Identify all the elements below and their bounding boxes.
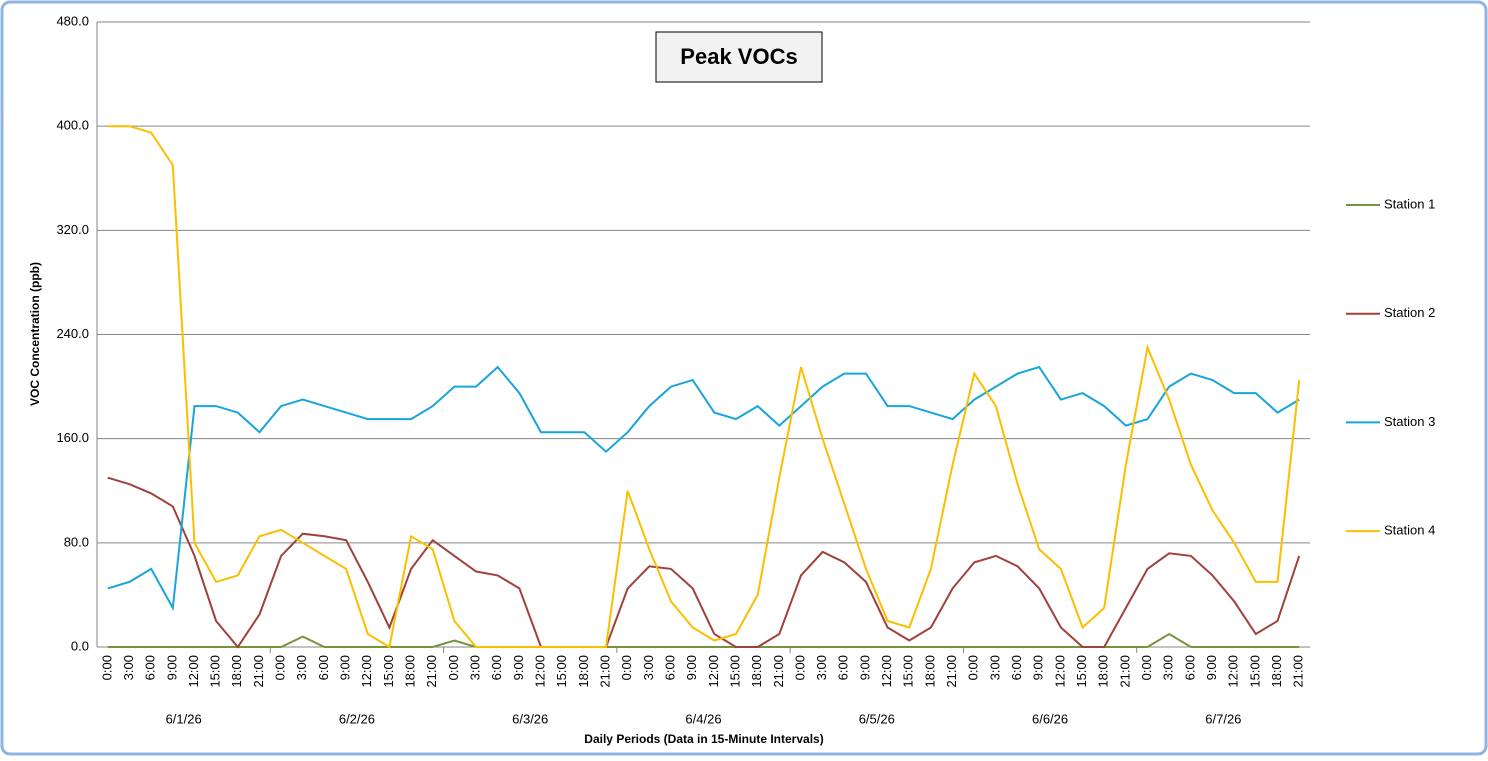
x-tick-label: 6:00 [1182, 655, 1197, 680]
x-tick-label: 12:00 [359, 655, 374, 688]
x-tick-label: 18:00 [1269, 655, 1284, 688]
legend-label: Station 4 [1384, 523, 1435, 538]
x-tick-label: 21:00 [944, 655, 959, 688]
x-tick-label: 18:00 [229, 655, 244, 688]
x-tick-label: 12:00 [186, 655, 201, 688]
x-tick-label: 3:00 [987, 655, 1002, 680]
x-tick-label: 9:00 [511, 655, 526, 680]
x-axis-title: Daily Periods (Data in 15-Minute Interva… [584, 732, 823, 746]
x-tick-label: 0:00 [619, 655, 634, 680]
x-tick-label: 15:00 [381, 655, 396, 688]
x-tick-label: 6:00 [836, 655, 851, 680]
x-tick-label: 15:00 [901, 655, 916, 688]
x-tick-label: 15:00 [727, 655, 742, 688]
x-tick-label: 0:00 [99, 655, 114, 680]
x-tick-label: 3:00 [641, 655, 656, 680]
x-tick-label: 12:00 [706, 655, 721, 688]
x-tick-label: 15:00 [554, 655, 569, 688]
legend-label: Station 2 [1384, 305, 1435, 320]
x-group-label: 6/1/26 [166, 711, 202, 726]
x-tick-label: 12:00 [879, 655, 894, 688]
x-tick-label: 15:00 [1074, 655, 1089, 688]
x-group-label: 6/2/26 [339, 711, 375, 726]
x-tick-label: 18:00 [749, 655, 764, 688]
x-tick-label: 15:00 [1247, 655, 1262, 688]
x-group-label: 6/6/26 [1032, 711, 1068, 726]
x-tick-label: 3:00 [468, 655, 483, 680]
y-tick-label: 320.0 [56, 222, 89, 237]
x-group-label: 6/7/26 [1205, 711, 1241, 726]
x-tick-label: 12:00 [1052, 655, 1067, 688]
y-axis-title: VOC Concentration (ppb) [28, 262, 42, 406]
y-tick-label: 0.0 [71, 638, 89, 653]
x-tick-label: 0:00 [446, 655, 461, 680]
x-tick-label: 12:00 [532, 655, 547, 688]
x-tick-label: 0:00 [966, 655, 981, 680]
x-group-label: 6/3/26 [512, 711, 548, 726]
x-tick-label: 9:00 [338, 655, 353, 680]
x-tick-label: 0:00 [273, 655, 288, 680]
series-line [107, 125, 1301, 649]
x-tick-label: 9:00 [164, 655, 179, 680]
y-tick-label: 80.0 [64, 534, 89, 549]
y-tick-label: 400.0 [56, 118, 89, 133]
x-tick-label: 3:00 [1161, 655, 1176, 680]
x-tick-label: 18:00 [1096, 655, 1111, 688]
title-box [655, 31, 823, 83]
y-tick-label: 480.0 [56, 13, 89, 28]
x-tick-label: 6:00 [143, 655, 158, 680]
x-tick-label: 0:00 [792, 655, 807, 680]
x-tick-label: 9:00 [857, 655, 872, 680]
legend-label: Station 3 [1384, 414, 1435, 429]
x-tick-label: 3:00 [814, 655, 829, 680]
series-line [107, 365, 1300, 612]
x-tick-label: 21:00 [251, 655, 266, 688]
x-tick-label: 0:00 [1139, 655, 1154, 680]
x-tick-label: 6:00 [1009, 655, 1024, 680]
x-tick-label: 21:00 [1291, 655, 1306, 688]
x-tick-label: 21:00 [771, 655, 786, 688]
x-tick-label: 21:00 [424, 655, 439, 688]
x-tick-label: 3:00 [294, 655, 309, 680]
x-tick-label: 15:00 [208, 655, 223, 688]
x-tick-label: 6:00 [316, 655, 331, 680]
chart-title: Peak VOCs [680, 44, 797, 69]
x-group-label: 6/5/26 [859, 711, 895, 726]
x-tick-label: 12:00 [1226, 655, 1241, 688]
series-line [107, 476, 1301, 649]
x-tick-label: 18:00 [576, 655, 591, 688]
x-tick-label: 6:00 [489, 655, 504, 680]
x-group-label: 6/4/26 [685, 711, 721, 726]
x-tick-label: 21:00 [597, 655, 612, 688]
x-tick-label: 21:00 [1117, 655, 1132, 688]
x-tick-label: 9:00 [1204, 655, 1219, 680]
y-tick-label: 160.0 [56, 430, 89, 445]
x-tick-label: 18:00 [922, 655, 937, 688]
x-tick-label: 3:00 [121, 655, 136, 680]
x-tick-label: 9:00 [684, 655, 699, 680]
legend-label: Station 1 [1384, 196, 1435, 211]
x-tick-label: 18:00 [403, 655, 418, 688]
x-tick-label: 9:00 [1031, 655, 1046, 680]
x-tick-label: 6:00 [662, 655, 677, 680]
y-tick-label: 240.0 [56, 326, 89, 341]
